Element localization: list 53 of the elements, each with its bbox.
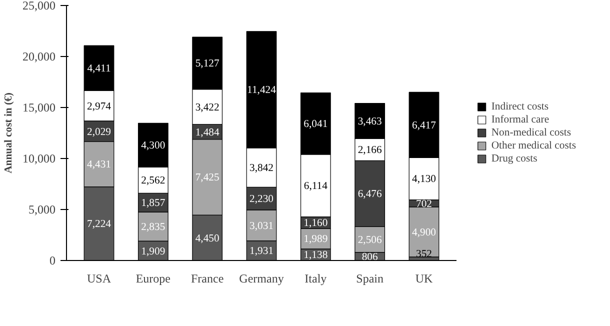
data-label: 2,166	[358, 145, 382, 156]
y-tick-label: 20,000	[22, 50, 56, 64]
data-label: 2,230	[250, 194, 274, 206]
data-label: 1,138	[304, 250, 328, 262]
x-tick-label: Europe	[136, 272, 170, 286]
data-label: 3,031	[250, 220, 274, 232]
data-label: 4,411	[87, 64, 111, 75]
data-label: 11,424	[247, 85, 277, 96]
data-label: 4,431	[87, 160, 111, 171]
x-tick-label: UK	[415, 272, 433, 286]
data-label: 702	[416, 198, 432, 210]
legend-label: Indirect costs	[491, 101, 548, 112]
data-label: 6,114	[304, 181, 328, 192]
data-label: 2,506	[358, 235, 382, 246]
y-tick-label: 5,000	[28, 202, 56, 216]
data-label: 3,463	[358, 116, 382, 128]
x-tick-label: Spain	[356, 272, 384, 286]
y-axis-title: Annual cost in (€)	[4, 92, 14, 174]
data-label: 3,422	[195, 102, 220, 114]
data-label: 2,562	[141, 176, 166, 187]
data-label: 1,989	[304, 234, 328, 246]
y-tick-label: 0	[50, 254, 56, 268]
data-label: 4,450	[195, 233, 220, 244]
data-label: 2,029	[87, 126, 111, 138]
data-label: 4,300	[141, 140, 166, 152]
data-label: 7,224	[87, 219, 112, 230]
x-tick-label: USA	[86, 272, 112, 286]
data-label: 1,857	[141, 198, 166, 210]
y-tick-label: 25,000	[22, 0, 56, 12]
legend-label: Non-medical costs	[491, 127, 571, 138]
legend-label: Other medical costs	[491, 140, 576, 151]
data-label: 2,835	[141, 222, 166, 234]
data-label: 1,931	[250, 246, 274, 258]
data-label: 3,842	[250, 163, 274, 174]
x-tick-label: Italy	[304, 272, 327, 286]
data-label: 1,160	[304, 218, 328, 230]
legend-label: Informal care	[491, 114, 550, 125]
data-label: 806	[362, 252, 378, 263]
data-label: 7,425	[195, 172, 220, 184]
data-label: 6,476	[358, 189, 382, 200]
x-tick-label: Germany	[239, 272, 284, 286]
data-label: 1,909	[141, 246, 166, 258]
data-label: 6,041	[304, 119, 328, 130]
data-label: 2,974	[87, 101, 112, 112]
y-tick-label: 10,000	[22, 152, 56, 166]
legend-label: Drug costs	[491, 153, 538, 164]
data-label: 6,417	[412, 120, 437, 132]
data-label: 5,127	[195, 58, 220, 70]
y-tick-label: 15,000	[22, 100, 56, 114]
data-label: 4,130	[412, 174, 436, 186]
data-label: 1,484	[195, 127, 220, 138]
x-tick-label: France	[191, 272, 224, 286]
data-label: 4,900	[412, 227, 436, 238]
